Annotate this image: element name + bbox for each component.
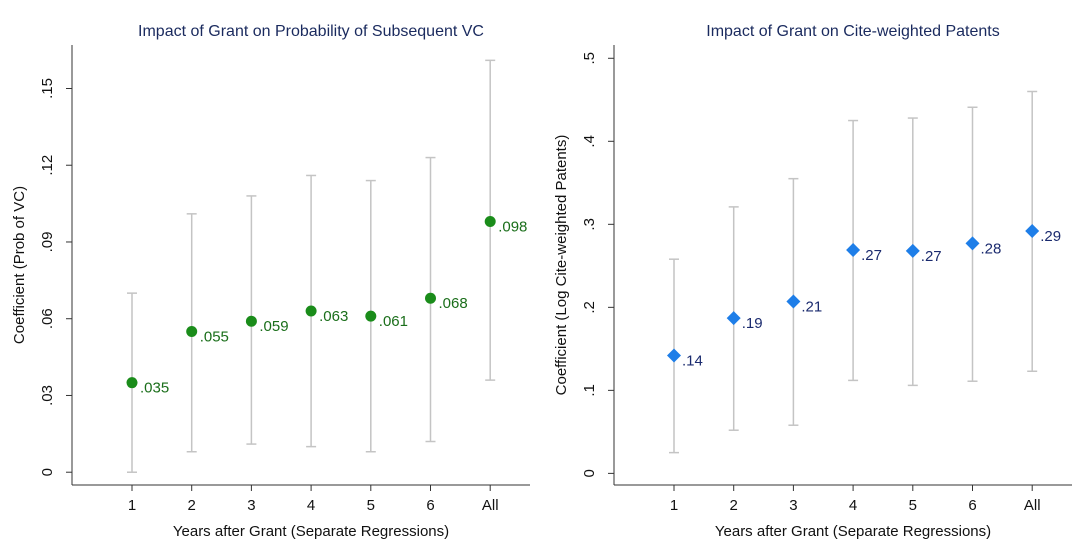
x-axis-title: Years after Grant (Separate Regressions) xyxy=(173,523,449,540)
x-tick-label: 6 xyxy=(968,497,976,514)
x-tick-label: 4 xyxy=(307,497,315,514)
value-label: .19 xyxy=(742,315,763,332)
point xyxy=(726,311,741,326)
y-axis-title: Coefficient (Log Cite-weighted Patents) xyxy=(553,135,570,396)
x-tick-label: 6 xyxy=(426,497,434,514)
y-tick-label: .3 xyxy=(581,218,598,231)
point xyxy=(965,236,980,251)
x-axis-title: Years after Grant (Separate Regressions) xyxy=(715,523,991,540)
value-label: .28 xyxy=(981,240,1002,257)
point xyxy=(846,243,861,258)
value-label: .035 xyxy=(140,380,169,397)
y-tick-label: 0 xyxy=(39,468,56,476)
point xyxy=(667,348,681,363)
chart-title: Impact of Grant on Probability of Subseq… xyxy=(138,23,484,40)
x-tick-label: 2 xyxy=(188,497,196,514)
x-tick-label: 3 xyxy=(247,497,255,514)
value-label: .14 xyxy=(682,352,703,369)
value-label: .29 xyxy=(1040,228,1061,245)
x-tick-label: 2 xyxy=(730,497,738,514)
x-tick-label: 4 xyxy=(849,497,857,514)
point xyxy=(186,326,198,338)
x-tick-label: 3 xyxy=(789,497,797,514)
point xyxy=(365,310,377,322)
chart-title: Impact of Grant on Cite-weighted Patents xyxy=(706,23,999,40)
point xyxy=(484,216,496,228)
y-tick-label: .4 xyxy=(581,135,598,148)
y-tick-label: .09 xyxy=(39,232,56,253)
point xyxy=(1025,223,1040,238)
value-label: .068 xyxy=(439,295,468,312)
y-axis-title: Coefficient (Prob of VC) xyxy=(11,186,28,344)
point xyxy=(786,294,801,309)
value-label: .061 xyxy=(379,313,408,330)
y-tick-label: .15 xyxy=(39,78,56,99)
point xyxy=(425,292,436,304)
y-tick-label: .12 xyxy=(39,155,56,176)
value-label: .27 xyxy=(921,248,942,265)
value-label: .063 xyxy=(319,308,348,325)
y-tick-label: .2 xyxy=(581,301,598,314)
y-tick-label: .06 xyxy=(39,308,56,329)
point xyxy=(305,305,317,317)
value-label: .27 xyxy=(861,247,882,264)
x-tick-label: 1 xyxy=(670,497,678,514)
value-label: .055 xyxy=(200,328,229,345)
y-tick-label: 0 xyxy=(581,469,598,477)
x-tick-label: All xyxy=(1024,497,1041,514)
x-tick-label: 5 xyxy=(367,497,375,514)
x-tick-label: 1 xyxy=(128,497,136,514)
value-label: .098 xyxy=(498,218,527,235)
point xyxy=(905,243,920,258)
y-tick-label: .03 xyxy=(39,385,56,406)
y-tick-label: .1 xyxy=(581,384,598,397)
point xyxy=(245,315,257,327)
value-label: .059 xyxy=(259,318,288,335)
x-tick-label: 5 xyxy=(909,497,917,514)
value-label: .21 xyxy=(801,298,822,315)
y-tick-label: .5 xyxy=(581,52,598,65)
x-tick-label: All xyxy=(482,497,499,514)
point xyxy=(126,377,138,389)
